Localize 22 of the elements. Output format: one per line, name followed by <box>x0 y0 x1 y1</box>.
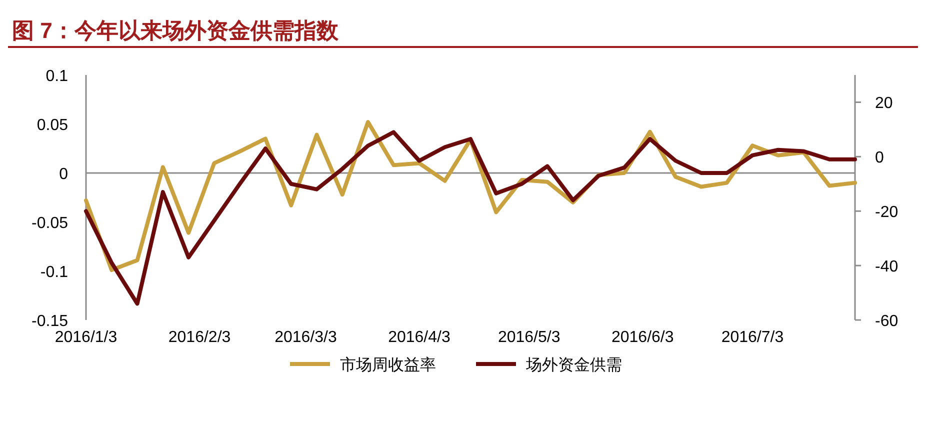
x-tick-label: 2016/1/3 <box>54 329 118 346</box>
x-tick-label: 2016/4/3 <box>388 329 450 346</box>
y2-tick-label: 20 <box>875 95 893 112</box>
y2-tick-label: 0 <box>875 150 884 167</box>
y-tick-label: 0.1 <box>46 68 68 85</box>
y-tick-label: 0.05 <box>36 117 68 134</box>
y-tick-label: -0.05 <box>32 215 68 232</box>
y2-tick-label: -60 <box>875 313 898 330</box>
x-tick-label: 2016/3/3 <box>274 329 337 346</box>
x-tick-label: 2016/2/3 <box>168 329 231 346</box>
y2-tick-label: -20 <box>875 204 898 222</box>
legend-label: 场外资金供需 <box>525 356 622 374</box>
y-tick-label: -0.15 <box>32 313 68 330</box>
x-tick-label: 2016/6/3 <box>611 329 674 346</box>
y-tick-label: 0 <box>59 166 68 183</box>
chart-title: 图 7：今年以来场外资金供需指数 <box>12 18 340 43</box>
legend-label: 市场周收益率 <box>340 356 436 374</box>
line-series <box>84 130 857 306</box>
x-tick-label: 2016/7/3 <box>721 329 784 346</box>
y2-tick-label: -40 <box>875 258 898 276</box>
y-tick-label: -0.1 <box>40 264 68 281</box>
x-tick-label: 2016/5/3 <box>498 329 560 346</box>
